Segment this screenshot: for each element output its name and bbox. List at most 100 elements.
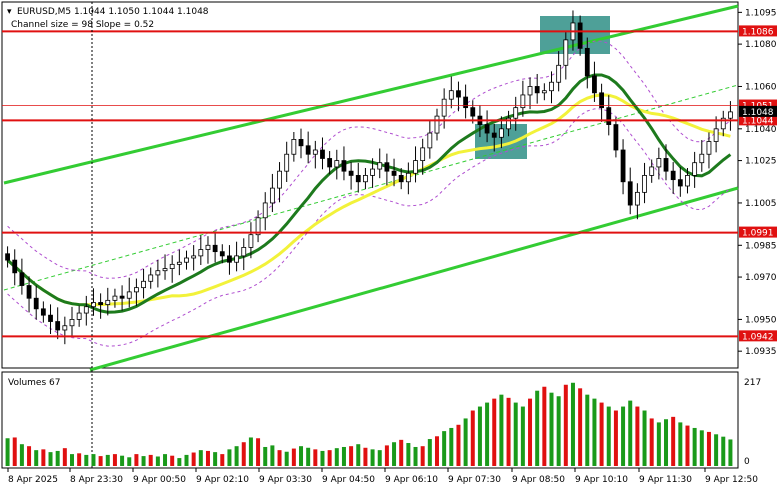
volume-bar <box>341 446 346 466</box>
volume-bar <box>370 449 375 466</box>
price-panel-frame <box>1 1 739 369</box>
candle-body <box>262 202 268 219</box>
candle-body <box>212 244 218 253</box>
volume-bar <box>263 446 268 466</box>
candle-body <box>305 145 311 155</box>
volume-bar <box>220 454 225 466</box>
volume-bar <box>578 388 583 466</box>
volume-bar <box>399 439 404 466</box>
y-tick-label: 1.1060 <box>745 82 777 92</box>
candle-body <box>40 308 46 316</box>
candle-body <box>642 175 647 193</box>
time-axis[interactable]: 8 Apr 2025 8 Apr 23:30 9 Apr 00:50 9 Apr 02… <box>7 468 758 485</box>
level-tag-label: 1.1044 <box>742 116 774 126</box>
candle-body <box>413 160 418 174</box>
volume-bar <box>198 450 203 466</box>
candle-body <box>269 187 275 204</box>
candle-body <box>69 319 75 327</box>
candle-body <box>255 217 261 236</box>
volume-bar <box>148 454 153 466</box>
candle-body <box>448 90 454 100</box>
volume-bar <box>120 455 125 466</box>
candle-body <box>83 306 89 314</box>
candle-body <box>291 139 297 155</box>
volume-bar <box>685 425 690 466</box>
candle-body <box>506 117 511 130</box>
candles <box>5 10 733 345</box>
x-tick-label: 9 Apr 10:10 <box>575 475 628 485</box>
x-tick-label: 9 Apr 12:50 <box>705 475 758 485</box>
level-tag-bg <box>739 99 777 111</box>
candle-body <box>599 92 604 109</box>
volume-bar <box>91 454 96 466</box>
candle-body <box>12 259 18 274</box>
x-tick-label: 9 Apr 04:50 <box>322 475 375 485</box>
candle-body <box>663 158 669 172</box>
candle-body <box>470 107 476 117</box>
y-tick-label: 1.1005 <box>745 199 777 209</box>
volume-bar <box>628 400 633 466</box>
volume-bar <box>349 446 354 466</box>
volume-bar <box>434 436 439 466</box>
volume-bar <box>485 402 490 466</box>
volume-bar <box>706 431 711 466</box>
volume-bar <box>442 431 447 466</box>
volume-bar <box>77 453 82 466</box>
volume-bar <box>377 450 382 466</box>
volume-bar <box>27 446 32 466</box>
candle-body <box>105 299 111 305</box>
volume-bar <box>105 454 110 466</box>
chart-header-arrow[interactable]: ▾ <box>7 7 12 17</box>
x-tick-label: 9 Apr 00:50 <box>133 475 186 485</box>
level-tag-bg <box>739 330 777 342</box>
volume-bar <box>678 422 683 466</box>
y-tick-label: 1.0985 <box>745 241 777 251</box>
volume-bar <box>642 410 647 466</box>
candle-body <box>134 287 139 293</box>
candle-body <box>706 141 712 155</box>
candle-body <box>556 64 562 83</box>
volume-bar <box>671 416 676 466</box>
volume-bar <box>535 390 540 466</box>
volume-bar <box>112 454 117 466</box>
volume-bar <box>599 402 604 466</box>
candle-body <box>692 162 698 176</box>
candle-body <box>592 75 597 94</box>
candle-body <box>312 149 318 155</box>
candle-body <box>634 191 640 206</box>
channel-upper-line <box>3 4 739 185</box>
volume-bar <box>277 450 282 466</box>
volume-bar <box>5 438 10 466</box>
volume-bar <box>563 384 568 466</box>
candle-body <box>355 175 361 183</box>
ma-slow-line <box>6 93 731 307</box>
volume-bar <box>334 448 339 466</box>
candle-body <box>527 86 533 96</box>
candle-body <box>534 86 540 94</box>
volume-bar <box>492 398 497 466</box>
volume-bar <box>699 430 704 466</box>
candle-body <box>613 124 619 151</box>
y-tick-label: 1.1095 <box>745 8 777 18</box>
candle-body <box>384 162 390 172</box>
volume-bar <box>621 406 626 466</box>
volume-bar <box>649 418 654 466</box>
candle-body <box>456 90 461 98</box>
chart-channel-line: Channel size = 98 Slope = 0.52 <box>11 20 154 30</box>
candle-body <box>320 149 325 159</box>
volume-bar <box>392 442 397 466</box>
candle-body <box>169 263 175 269</box>
candle-body <box>620 149 626 183</box>
volume-bar <box>728 439 733 466</box>
candle-body <box>606 107 612 125</box>
candle-body <box>205 244 211 250</box>
candle-body <box>62 325 68 331</box>
price-axis[interactable]: 1.1095 1.1080 1.1060 1.1040 1.1025 1.1005 1.09… <box>738 8 777 357</box>
candle-body <box>656 158 662 168</box>
volume-bar <box>363 447 368 466</box>
candle-body <box>427 132 433 149</box>
volume-bar <box>284 451 289 466</box>
volume-bar <box>84 454 89 466</box>
candle-body <box>241 247 247 257</box>
